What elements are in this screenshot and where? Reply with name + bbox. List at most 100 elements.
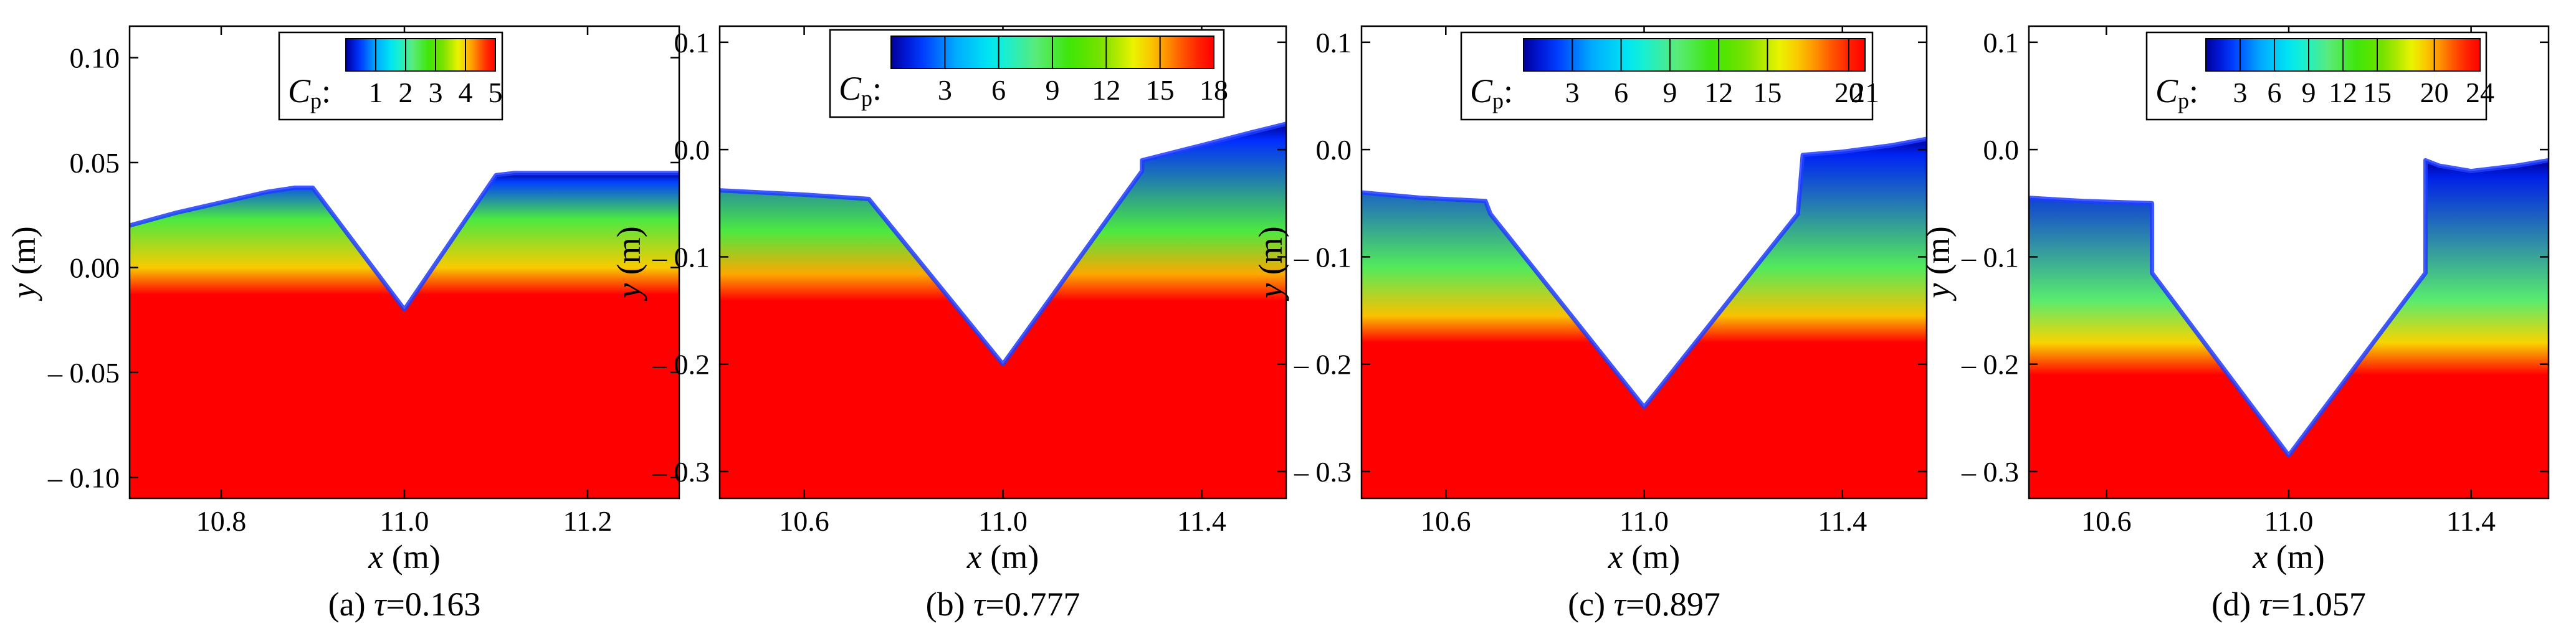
pressure-field xyxy=(1362,136,1927,498)
caption-value: =1.057 xyxy=(2271,586,2366,623)
colorbar-symbol: C xyxy=(1470,72,1493,110)
colorbar-gradient xyxy=(345,38,496,72)
x-tick-label: 11.0 xyxy=(380,505,429,537)
y-axis-symbol: y xyxy=(610,283,647,301)
free-surface-line xyxy=(720,121,1286,367)
x-axis-unit: (m) xyxy=(2268,538,2324,576)
x-axis-label: x (m) xyxy=(368,538,440,576)
panel-b: 10.6 11.0 11.40.10.0– 0.1– 0.2– 0.3x (m)y … xyxy=(610,25,1287,623)
colorbar-tick-label: 3 xyxy=(2233,77,2248,108)
y-axis-label: y (m) xyxy=(610,226,647,301)
colorbar-legend: 3 6 9 12 15 20 24 Cp: xyxy=(2145,31,2494,121)
y-axis-symbol: y xyxy=(1252,283,1289,301)
panel-caption: (b) τ=0.777 xyxy=(926,586,1080,623)
caption-label: (a) xyxy=(328,586,366,623)
y-tick-label: 0.05 xyxy=(70,147,120,179)
panel-c: 10.6 11.0 11.40.10.0– 0.1– 0.2– 0.3x (m)y … xyxy=(1252,25,1928,623)
colorbar-subscript: p xyxy=(310,88,322,113)
colorbar-subscript: p xyxy=(861,86,872,111)
y-tick-label: – 0.1 xyxy=(652,241,710,273)
y-tick-label: 0.0 xyxy=(1983,134,2020,166)
x-axis-unit: (m) xyxy=(383,538,440,576)
colorbar-tick-label: 5 xyxy=(489,77,503,108)
x-axis-label: x (m) xyxy=(1608,538,1680,576)
y-tick-label: – 0.3 xyxy=(1294,456,1352,488)
colorbar-legend: 3 6 9 12 15 18 Cp: xyxy=(829,29,1228,118)
x-tick-label: 11.4 xyxy=(1177,505,1226,537)
caption-symbol: τ xyxy=(2259,586,2273,623)
y-tick-label: – 0.3 xyxy=(1961,456,2019,488)
x-tick-label: 11.4 xyxy=(2446,505,2496,537)
free-surface-line xyxy=(1362,136,1927,410)
colorbar-tick-label: 20 xyxy=(1834,77,1863,108)
free-surface-line xyxy=(2029,158,2549,458)
y-axis-label: y (m) xyxy=(5,226,42,301)
fluid-region xyxy=(720,123,1286,498)
colorbar-label: Cp: xyxy=(2155,72,2198,113)
colorbar-tick-label: 15 xyxy=(1146,74,1175,106)
x-tick-label: 10.6 xyxy=(779,505,829,537)
y-tick-label: – 0.2 xyxy=(1294,349,1352,381)
y-tick-label: – 0.10 xyxy=(47,462,120,493)
y-tick-label: 0.1 xyxy=(1983,27,2020,59)
y-axis-symbol: y xyxy=(1919,283,1957,301)
x-tick-label: 10.6 xyxy=(1421,505,1471,537)
colorbar-symbol: C xyxy=(839,70,862,107)
colorbar-tick-label: 21 xyxy=(1851,77,1879,108)
pressure-field xyxy=(130,171,679,498)
y-tick-label: 0.00 xyxy=(70,252,120,283)
x-axis-symbol: x xyxy=(368,538,383,576)
y-tick-label: 0.10 xyxy=(70,42,120,74)
x-axis-symbol: x xyxy=(2252,538,2268,576)
colorbar-tick-label: 6 xyxy=(991,74,1006,106)
y-tick-label: – 0.1 xyxy=(1294,241,1352,273)
panel-caption: (d) τ=1.057 xyxy=(2211,586,2366,623)
y-tick-label: 0.0 xyxy=(1316,134,1352,166)
y-axis-label: y (m) xyxy=(1919,226,1957,301)
x-axis-symbol: x xyxy=(1608,538,1623,576)
x-tick-label: 11.4 xyxy=(1818,505,1867,537)
x-axis-unit: (m) xyxy=(982,538,1039,576)
y-tick-label: 0.0 xyxy=(674,134,710,166)
x-tick-label: 11.0 xyxy=(2264,505,2314,537)
colorbar-tick-label: 18 xyxy=(1200,74,1228,106)
caption-value: =0.897 xyxy=(1626,586,1720,623)
panel-caption: (c) τ=0.897 xyxy=(1568,586,1720,623)
caption-symbol: τ xyxy=(973,586,986,623)
colorbar-tick-label: 3 xyxy=(429,77,443,108)
colorbar-label: Cp: xyxy=(839,70,882,111)
fluid-region xyxy=(130,173,679,498)
caption-symbol: τ xyxy=(1614,586,1627,623)
x-axis-symbol: x xyxy=(966,538,982,576)
panel-a: 10.8 11.0 11.2 0.10 0.05 0.00 – 0.05 – 0.10 x (m… xyxy=(5,25,680,623)
pressure-field xyxy=(2029,158,2549,498)
caption-value: =0.777 xyxy=(985,586,1080,623)
y-tick-label: 0.1 xyxy=(674,27,710,59)
colorbar-tick-label: 1 xyxy=(369,77,383,108)
x-axis-label: x (m) xyxy=(2252,538,2324,576)
y-tick-label: 0.1 xyxy=(1316,27,1352,59)
colorbar-legend: 1 2 3 4 5 Cp: xyxy=(278,31,503,121)
y-axis-unit: (m) xyxy=(1252,226,1289,283)
pressure-field xyxy=(720,121,1286,498)
panel-caption: (a) τ=0.163 xyxy=(328,586,481,623)
y-tick-label: – 0.05 xyxy=(47,357,120,389)
free-surface-line xyxy=(130,171,679,312)
x-axis-unit: (m) xyxy=(1623,538,1680,576)
y-axis-unit: (m) xyxy=(1919,226,1957,283)
caption-value: =0.163 xyxy=(386,586,480,623)
x-tick-label: 10.8 xyxy=(196,505,247,537)
colorbar-label: Cp: xyxy=(1470,72,1513,113)
colorbar-tick-label: 2 xyxy=(399,77,413,108)
caption-symbol: τ xyxy=(374,586,387,623)
colorbar-tick-label: 12 xyxy=(2329,77,2357,108)
colorbar-tick-label: 4 xyxy=(459,77,473,108)
colorbar-subscript: p xyxy=(1492,88,1504,113)
colorbar-tick-label: 3 xyxy=(938,74,952,106)
x-tick-label: 11.0 xyxy=(978,505,1028,537)
colorbar-gradient xyxy=(1523,38,1866,72)
colorbar-tick-label: 15 xyxy=(1753,77,1782,108)
y-axis-unit: (m) xyxy=(610,226,647,283)
